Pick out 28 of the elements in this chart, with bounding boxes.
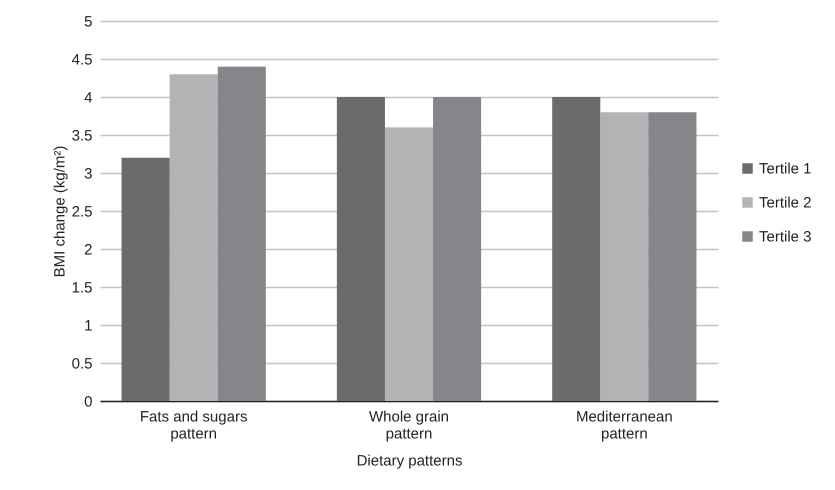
y-tick-label: 2 — [84, 242, 92, 258]
bar — [552, 97, 600, 401]
y-axis-title: BMI change (kg/m²) — [52, 146, 69, 278]
y-tick-label: 3 — [84, 166, 92, 182]
y-tick-label: 3.5 — [72, 128, 92, 144]
x-tick-label: Whole grain pattern — [368, 408, 450, 442]
y-tick-label: 1 — [84, 318, 92, 334]
bar — [122, 158, 170, 401]
y-tick-label: 0.5 — [72, 356, 92, 372]
legend-label: Tertile 3 — [759, 228, 812, 246]
legend-label: Tertile 2 — [759, 194, 812, 212]
x-tick-label: Mediterranean pattern — [576, 408, 673, 442]
bar — [384, 127, 434, 401]
x-axis-title: Dietary patterns — [356, 452, 462, 470]
y-tick-label: 4.5 — [72, 52, 92, 68]
legend-label: Tertile 1 — [759, 160, 812, 178]
y-tick-label: 2.5 — [72, 204, 92, 220]
bar — [600, 112, 648, 401]
x-tick-label: Fats and sugars pattern — [140, 408, 248, 442]
y-tick-label: 0 — [84, 394, 92, 410]
bar — [433, 97, 482, 401]
y-tick-label: 1.5 — [72, 280, 92, 296]
bar — [648, 112, 696, 401]
bar — [170, 74, 218, 401]
y-tick-label: 4 — [84, 90, 92, 106]
bar — [336, 97, 385, 401]
y-tick-label: 5 — [84, 14, 92, 30]
bar — [218, 66, 266, 401]
